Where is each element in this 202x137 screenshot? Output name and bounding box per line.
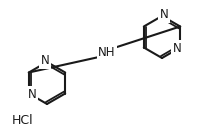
Text: N: N bbox=[172, 42, 181, 55]
Text: N: N bbox=[159, 8, 167, 22]
Text: NH: NH bbox=[98, 45, 115, 58]
Text: HCl: HCl bbox=[12, 113, 34, 126]
Text: N: N bbox=[40, 55, 49, 68]
Text: N: N bbox=[27, 88, 36, 101]
